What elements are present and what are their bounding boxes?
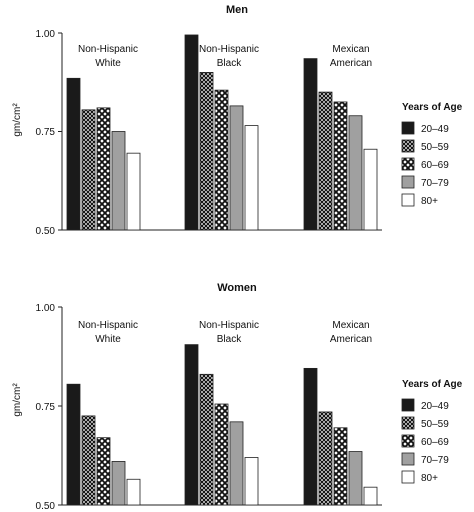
- y-axis-label-men: gm/cm²: [12, 103, 23, 137]
- group-label-line1: Mexican: [332, 320, 369, 331]
- legend-swatch: [401, 157, 415, 171]
- legend-swatch: [401, 470, 415, 484]
- y-tick-label: 0.50: [36, 226, 56, 237]
- legend-label: 80+: [421, 196, 438, 207]
- legend-swatch: [401, 121, 415, 135]
- group-label-line2: White: [95, 334, 121, 345]
- legend-label: 50–59: [421, 419, 449, 430]
- bar-80plus: [126, 478, 141, 506]
- legend-label: 60–69: [421, 437, 449, 448]
- bar-60-69: [214, 403, 229, 506]
- group-label-line1: Non-Hispanic: [78, 44, 138, 55]
- bar-60-69: [96, 107, 111, 231]
- panel-men: Men gm/cm² 1.00 0.75 0.50 Non-Hispanic W…: [12, 4, 382, 237]
- group-label-line2: Black: [217, 334, 242, 345]
- bar-60-69: [214, 89, 229, 231]
- bar-50-59: [81, 109, 96, 231]
- y-tick-label: 0.75: [36, 127, 56, 138]
- legend-label: 60–69: [421, 160, 449, 171]
- bar-70-79: [348, 115, 363, 231]
- bar-20-49: [303, 367, 318, 506]
- legend-women: Years of Age 20–49 50–59 60–69 70–79 80+: [401, 379, 463, 484]
- legend-items: 20–49 50–59 60–69 70–79 80+: [401, 121, 449, 207]
- bar-70-79: [348, 451, 363, 506]
- bar-80plus: [244, 457, 259, 506]
- group-labels-men: Non-Hispanic White Non-Hispanic Black Me…: [78, 44, 372, 69]
- legend-swatch: [401, 416, 415, 430]
- bar-70-79: [111, 131, 126, 231]
- group-label-line1: Non-Hispanic: [78, 320, 138, 331]
- group-label-line1: Non-Hispanic: [199, 320, 259, 331]
- bar-60-69: [96, 437, 111, 506]
- group-label-line2: American: [330, 334, 372, 345]
- bar-20-49: [184, 34, 199, 231]
- y-ticks-women: 1.00 0.75 0.50: [36, 303, 62, 512]
- bar-60-69: [333, 427, 348, 506]
- bar-70-79: [111, 461, 126, 506]
- y-tick-label: 0.75: [36, 402, 56, 413]
- legend-items: 20–49 50–59 60–69 70–79 80+: [401, 398, 449, 484]
- bar-80plus: [363, 148, 378, 231]
- bar-80plus: [126, 152, 141, 231]
- group-label-line2: Black: [217, 58, 242, 69]
- bar-80plus: [244, 125, 259, 231]
- y-ticks-men: 1.00 0.75 0.50: [36, 29, 62, 237]
- bars-men: [66, 34, 378, 231]
- group-labels-women: Non-Hispanic White Non-Hispanic Black Me…: [78, 320, 372, 345]
- legend-label: 50–59: [421, 142, 449, 153]
- legend-men: Years of Age 20–49 50–59 60–69 70–79 80+: [401, 102, 463, 207]
- bar-50-59: [318, 411, 333, 506]
- panel-title-men: Men: [226, 4, 248, 16]
- legend-label: 20–49: [421, 124, 449, 135]
- bar-20-49: [66, 77, 81, 231]
- bar-20-49: [303, 58, 318, 231]
- y-tick-label: 1.00: [36, 303, 56, 314]
- bars-women: [66, 344, 378, 506]
- legend-swatch: [401, 452, 415, 466]
- panel-women: Women gm/cm² 1.00 0.75 0.50 Non-Hispanic…: [12, 282, 382, 512]
- bar-20-49: [184, 344, 199, 506]
- group-label-line1: Mexican: [332, 44, 369, 55]
- y-axis-label-women: gm/cm²: [12, 383, 23, 417]
- group-label-line1: Non-Hispanic: [199, 44, 259, 55]
- panel-title-women: Women: [217, 282, 257, 294]
- bar-20-49: [66, 383, 81, 506]
- legend-title: Years of Age: [402, 102, 463, 113]
- y-tick-label: 0.50: [36, 501, 56, 512]
- bar-70-79: [229, 421, 244, 506]
- bar-50-59: [81, 415, 96, 506]
- legend-swatch: [401, 139, 415, 153]
- legend-swatch: [401, 434, 415, 448]
- legend-title: Years of Age: [402, 379, 463, 390]
- bar-50-59: [318, 91, 333, 231]
- bar-50-59: [199, 373, 214, 506]
- legend-label: 70–79: [421, 455, 449, 466]
- legend-label: 20–49: [421, 401, 449, 412]
- legend-label: 80+: [421, 473, 438, 484]
- group-label-line2: American: [330, 58, 372, 69]
- legend-swatch: [401, 193, 415, 207]
- bar-70-79: [229, 105, 244, 231]
- group-label-line2: White: [95, 58, 121, 69]
- legend-label: 70–79: [421, 178, 449, 189]
- bar-60-69: [333, 101, 348, 231]
- legend-swatch: [401, 398, 415, 412]
- bar-80plus: [363, 486, 378, 506]
- bar-50-59: [199, 72, 214, 231]
- legend-swatch: [401, 175, 415, 189]
- y-tick-label: 1.00: [36, 29, 56, 40]
